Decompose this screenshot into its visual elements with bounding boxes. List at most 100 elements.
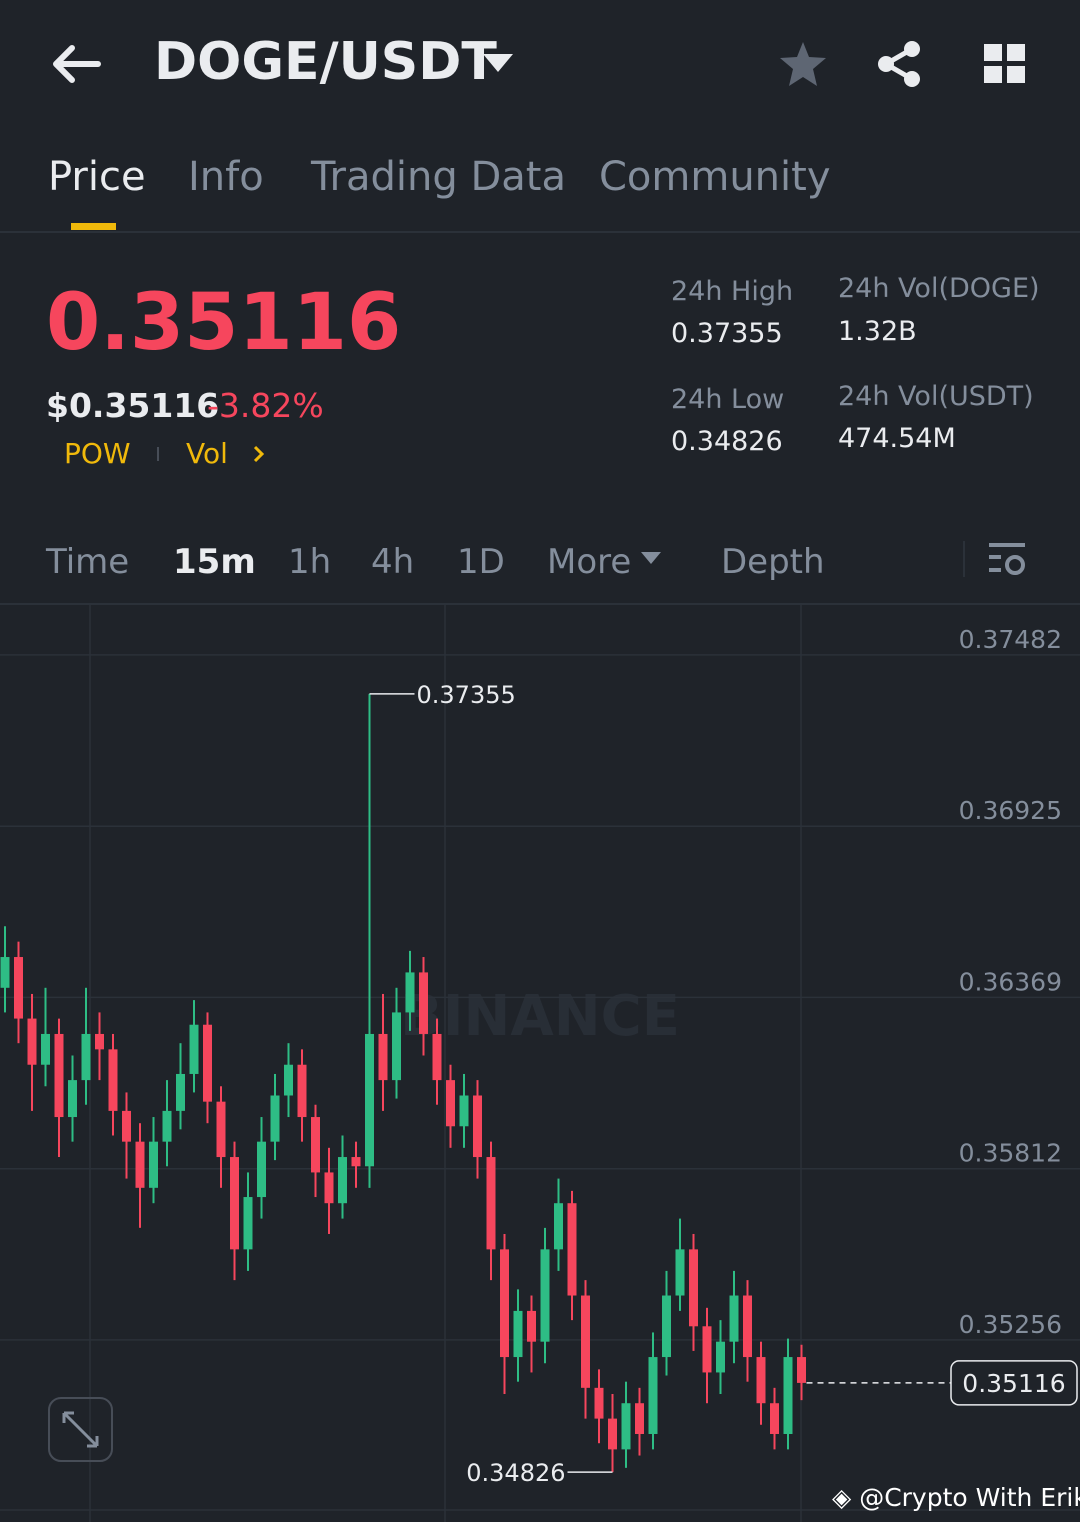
candle-body xyxy=(419,972,428,1034)
candle-body xyxy=(635,1403,644,1434)
interval[interactable]: 15m xyxy=(173,542,256,582)
pair-title[interactable]: DOGE/USDT xyxy=(154,32,497,92)
favorite-icon[interactable] xyxy=(778,40,828,88)
share-icon[interactable] xyxy=(876,40,922,88)
interval[interactable]: 1h xyxy=(288,542,332,582)
interval[interactable]: Depth xyxy=(721,542,825,582)
candle-body xyxy=(405,972,415,1013)
candle-body xyxy=(297,1064,307,1118)
watermark-text: @Crypto With Erik xyxy=(859,1483,1080,1512)
candle-body xyxy=(378,1033,388,1081)
tab[interactable]: Price xyxy=(48,154,146,200)
interval[interactable]: 1D xyxy=(457,542,505,582)
interval[interactable]: Time xyxy=(46,542,130,582)
usd-price: $0.35116 xyxy=(46,386,220,425)
candle-body xyxy=(54,1033,64,1118)
candle-body xyxy=(284,1064,293,1096)
y-tick-label: 0.37482 xyxy=(959,625,1062,654)
vertical-grid xyxy=(0,605,1080,1522)
candle-body xyxy=(459,1095,469,1127)
candle-body xyxy=(122,1110,131,1142)
separator xyxy=(963,541,965,577)
interval[interactable]: More xyxy=(547,542,632,582)
candle-body xyxy=(594,1387,604,1419)
candle-body xyxy=(41,1033,50,1065)
candle-body xyxy=(446,1080,455,1127)
candle-body xyxy=(365,1033,374,1167)
candle-body xyxy=(27,1018,37,1065)
candle-body xyxy=(540,1249,550,1342)
candle-body xyxy=(311,1117,320,1173)
stat-value: 1.32B xyxy=(838,316,917,347)
stat-value: 0.34826 xyxy=(671,426,783,457)
tab[interactable]: Community xyxy=(599,154,831,200)
candle-body xyxy=(351,1157,361,1167)
candle-body xyxy=(68,1080,77,1118)
layout-icon[interactable] xyxy=(984,44,1026,84)
candle-body xyxy=(162,1110,172,1142)
candle-body xyxy=(338,1157,347,1204)
stat-value: 0.37355 xyxy=(671,318,783,349)
candle-body xyxy=(149,1141,158,1188)
low-label: 0.34826 xyxy=(466,1459,565,1487)
candle-body xyxy=(243,1197,253,1250)
candle-body xyxy=(81,1033,91,1081)
candle-body xyxy=(257,1141,266,1198)
candle-body xyxy=(608,1418,617,1450)
candle-body xyxy=(14,957,23,1019)
more-dropdown xyxy=(641,552,661,564)
stat-label: 24h Vol(USDT) xyxy=(838,381,1034,412)
chevron xyxy=(253,445,265,463)
candle-body xyxy=(756,1357,766,1404)
separator xyxy=(157,447,159,461)
chart-watermark: BINANCE xyxy=(400,984,680,1049)
candle-body xyxy=(473,1095,482,1158)
candle-body xyxy=(567,1203,577,1296)
candle-body xyxy=(729,1295,739,1342)
candlestick-chart: BINANCE 0.37482 0.36925 0.36369 0.35812 0.35… xyxy=(0,605,1080,1522)
candle-body xyxy=(108,1049,118,1111)
candle-body xyxy=(648,1357,658,1434)
tab-indicator xyxy=(71,223,116,230)
candle-body xyxy=(527,1310,536,1342)
tab[interactable]: Info xyxy=(188,154,264,200)
stat-value: 474.54M xyxy=(838,423,956,454)
pair-dropdown[interactable] xyxy=(483,54,513,74)
chart-settings-icon[interactable] xyxy=(989,541,1027,577)
candle-body xyxy=(216,1101,226,1158)
candle-body xyxy=(662,1295,671,1358)
candle-body xyxy=(702,1326,712,1373)
last-price-box xyxy=(950,1360,1078,1406)
candle-body xyxy=(189,1024,199,1074)
candle-body xyxy=(324,1172,334,1204)
candle-body xyxy=(797,1357,806,1383)
tag[interactable]: Vol xyxy=(186,437,228,470)
stat-label: 24h Low xyxy=(671,384,785,415)
tag[interactable]: POW xyxy=(64,437,131,470)
candle-body xyxy=(689,1249,698,1327)
expand-icon xyxy=(62,1411,99,1448)
candle-body xyxy=(176,1073,185,1111)
candle-body xyxy=(581,1295,590,1388)
candle-body xyxy=(432,1033,442,1081)
candle-body xyxy=(743,1295,752,1358)
y-tick-label: 0.36925 xyxy=(959,796,1062,825)
back-button[interactable] xyxy=(50,40,102,88)
candle-body xyxy=(783,1357,793,1434)
tab[interactable]: Trading Data xyxy=(311,154,566,200)
candle-body xyxy=(95,1033,104,1050)
candle-body xyxy=(770,1403,779,1434)
candle-body xyxy=(500,1249,509,1358)
high-label: 0.37355 xyxy=(417,681,516,709)
expand-button[interactable] xyxy=(48,1397,113,1462)
interval[interactable]: 4h xyxy=(371,542,415,582)
y-tick-label: 0.35256 xyxy=(959,1310,1062,1339)
watermark: ◈ @Crypto With Erik xyxy=(832,1483,1080,1512)
y-tick-label: 0.36369 xyxy=(959,967,1062,996)
candle-body xyxy=(0,957,10,988)
y-tick-label: 0.35812 xyxy=(959,1139,1062,1168)
candle-body xyxy=(486,1157,496,1250)
candle-body xyxy=(513,1310,523,1358)
